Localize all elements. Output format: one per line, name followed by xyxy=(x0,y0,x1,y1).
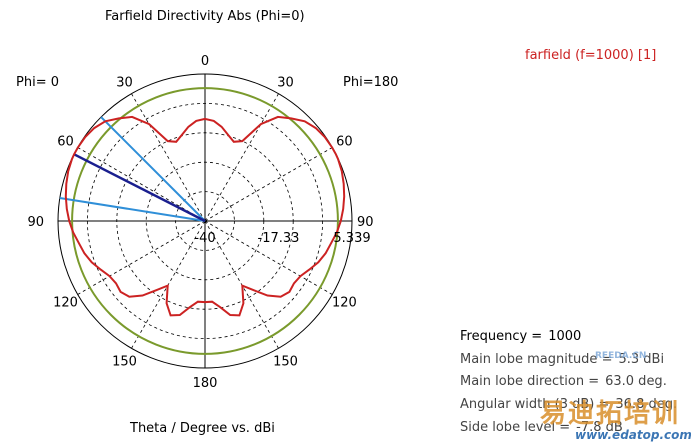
angle-tick-label-2: 60 xyxy=(336,135,353,150)
info-side-lobe-value: -7.8 dB xyxy=(576,420,623,435)
info-frequency: Frequency = 1000 xyxy=(460,329,581,344)
angle-tick-label-4: 120 xyxy=(332,296,357,311)
info-angular-width-label: Angular width (3 dB) = xyxy=(460,397,610,412)
grid-spoke-30 xyxy=(204,93,279,222)
info-side-lobe: Side lobe level = -7.8 dB xyxy=(460,420,623,435)
info-magnitude-label: Main lobe magnitude = xyxy=(460,352,613,367)
grid-spoke-300 xyxy=(77,147,206,222)
radial-tick-label-2: 5.339 xyxy=(333,231,370,246)
info-side-lobe-label: Side lobe level = xyxy=(460,420,571,435)
main-lobe-line xyxy=(73,153,206,223)
angle-tick-label-5: 150 xyxy=(273,354,298,369)
angle-tick-label-11: 30 xyxy=(116,76,133,91)
angle-tick-label-0: 0 xyxy=(201,54,209,69)
series-farfield xyxy=(64,115,346,317)
info-direction-value: 63.0 deg. xyxy=(605,374,667,389)
grid-spoke-330 xyxy=(131,93,206,222)
radial-tick-label-0: -40 xyxy=(194,231,215,246)
radial-tick-label-1: -17.33 xyxy=(258,231,300,246)
watermark-url: www.edatop.com xyxy=(575,428,691,442)
phi-right-label: Phi=180 xyxy=(343,75,399,90)
reference-circle xyxy=(71,87,339,355)
chart-title: Farfield Directivity Abs (Phi=0) xyxy=(105,9,305,24)
info-frequency-label: Frequency = xyxy=(460,329,543,344)
grid-spoke-120 xyxy=(204,220,333,295)
angle-tick-label-10: 60 xyxy=(57,135,74,150)
legend-entry: farfield (f=1000) [1] xyxy=(525,48,657,63)
info-angular-width-value: 36.8 deg. xyxy=(615,397,678,412)
info-magnitude: Main lobe magnitude = 5.3 dBi xyxy=(460,352,664,367)
info-frequency-value: 1000 xyxy=(548,329,582,344)
grid-spoke-240 xyxy=(77,220,206,295)
angle-tick-label-8: 120 xyxy=(53,296,78,311)
angle-tick-label-1: 30 xyxy=(277,76,294,91)
beamwidth-line-2 xyxy=(100,116,206,222)
grid-spoke-60 xyxy=(204,147,333,222)
angle-tick-label-6: 180 xyxy=(193,376,218,391)
info-angular-width: Angular width (3 dB) = 36.8 deg. xyxy=(460,397,677,412)
x-axis-label: Theta / Degree vs. dBi xyxy=(130,421,275,436)
angle-tick-label-3: 90 xyxy=(357,215,374,230)
watermark-small: RFEDA.CN xyxy=(595,351,647,361)
info-magnitude-value: 5.3 dBi xyxy=(618,352,665,367)
watermark-logo: 易迪拓培训 xyxy=(540,399,681,429)
angle-tick-label-9: 90 xyxy=(27,215,44,230)
angle-tick-label-7: 150 xyxy=(112,354,137,369)
info-direction: Main lobe direction = 63.0 deg. xyxy=(460,374,667,389)
beamwidth-line-1 xyxy=(59,197,206,222)
phi-left-label: Phi= 0 xyxy=(16,75,59,90)
info-direction-label: Main lobe direction = xyxy=(460,374,600,389)
